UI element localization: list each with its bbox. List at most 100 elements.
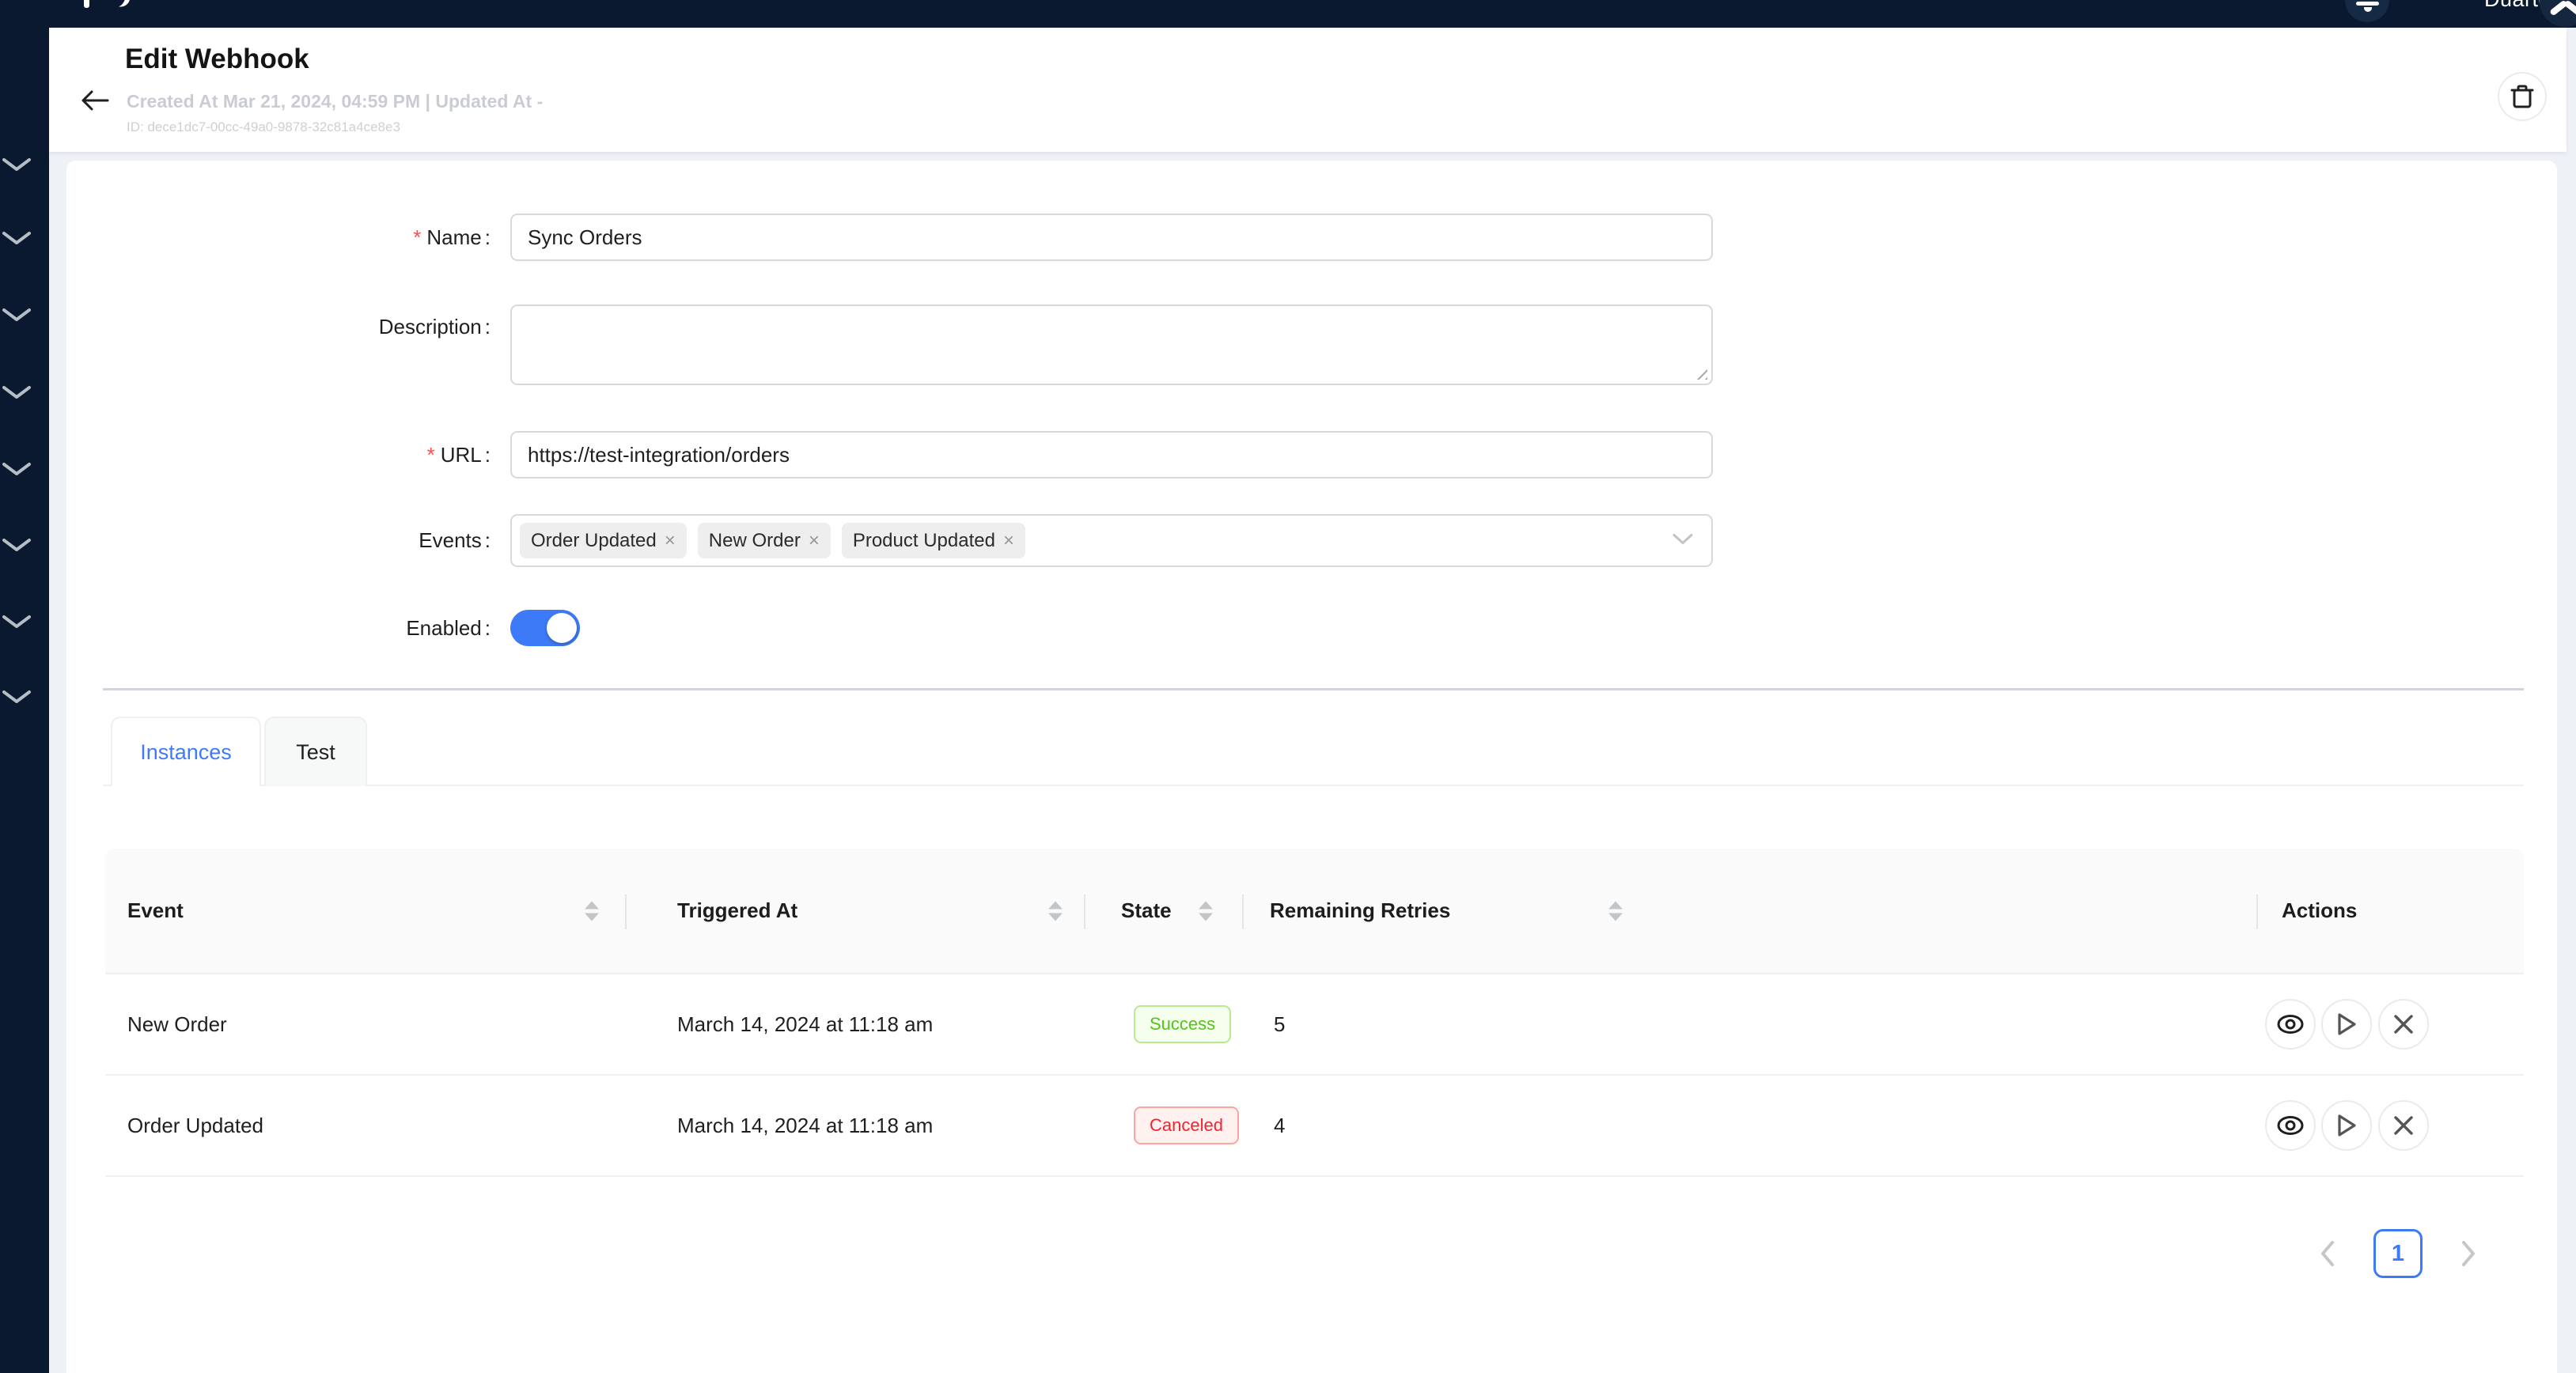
sidebar-item-chevron-down-icon[interactable] <box>2 384 32 405</box>
top-navigation-bar: Duarte <box>0 0 2576 28</box>
view-instance-button[interactable] <box>2265 999 2316 1050</box>
sidebar-item-chevron-down-icon[interactable] <box>2 229 32 251</box>
caret-down-icon <box>1048 913 1063 921</box>
enabled-label: Enabled: <box>406 616 491 640</box>
column-divider <box>625 895 627 929</box>
table-header: Event Triggered At State Remaining Retri… <box>105 849 2524 974</box>
required-mark: * <box>426 443 435 467</box>
play-icon <box>2338 1114 2356 1137</box>
bell-icon <box>2356 2 2379 6</box>
trash-icon <box>2510 85 2534 108</box>
chevron-down-icon <box>1672 532 1694 549</box>
cell-event: Order Updated <box>127 1113 263 1137</box>
section-divider <box>103 688 2524 690</box>
caret-up-icon <box>1048 901 1063 909</box>
status-badge: Success <box>1134 1005 1232 1043</box>
logo-fragment-icon <box>84 0 89 8</box>
column-header-event[interactable]: Event <box>127 898 184 922</box>
column-header-triggered-at[interactable]: Triggered At <box>677 898 798 922</box>
close-icon <box>2394 1015 2413 1034</box>
name-label: * Name: <box>413 225 491 249</box>
event-tag: Product Updated × <box>841 523 1025 558</box>
sidebar-item-chevron-down-icon[interactable] <box>2 156 32 177</box>
tab-test[interactable]: Test <box>264 717 367 786</box>
cell-remaining-retries: 5 <box>1274 1012 1286 1036</box>
delete-webhook-button[interactable] <box>2498 72 2547 121</box>
user-name[interactable]: Duarte <box>2484 0 2551 12</box>
description-label: Description: <box>378 315 491 339</box>
toggle-knob <box>547 613 577 643</box>
page-header: Edit Webhook Created At Mar 21, 2024, 04… <box>49 28 2567 152</box>
column-divider <box>1084 895 1085 929</box>
page-number-1[interactable]: 1 <box>2373 1229 2423 1278</box>
sidebar-item-chevron-down-icon[interactable] <box>2 306 32 327</box>
caret-up-icon <box>585 901 599 909</box>
created-updated-meta: Created At Mar 21, 2024, 04:59 PM | Upda… <box>127 91 544 112</box>
play-icon <box>2338 1013 2356 1035</box>
tab-instances[interactable]: Instances <box>111 717 261 786</box>
cell-state: Canceled <box>1134 1076 1239 1175</box>
webhook-detail-card: *Name: Description: *URL: Events: Order … <box>66 161 2557 1373</box>
tag-close-icon[interactable]: × <box>664 529 676 551</box>
cell-triggered-at: March 14, 2024 at 11:18 am <box>677 1012 934 1036</box>
arrow-left-icon <box>81 90 109 111</box>
caret-down-icon <box>1199 913 1213 921</box>
event-tag: New Order × <box>697 523 831 558</box>
bell-icon <box>2364 7 2372 12</box>
tab-bar: Instances Test <box>103 717 2524 786</box>
table-row: Order Updated March 14, 2024 at 11:18 am… <box>105 1076 2524 1177</box>
eye-icon <box>2277 1116 2304 1135</box>
chevron-right-icon <box>2462 1241 2475 1266</box>
enabled-toggle[interactable] <box>510 610 580 646</box>
next-page-button[interactable] <box>2453 1229 2484 1278</box>
sorter-icon[interactable] <box>1608 901 1623 921</box>
caret-up-icon <box>1199 901 1213 909</box>
column-header-state[interactable]: State <box>1121 898 1172 922</box>
retry-instance-button[interactable] <box>2321 999 2372 1050</box>
sorter-icon[interactable] <box>1048 901 1063 921</box>
tag-close-icon[interactable]: × <box>808 529 820 551</box>
sidebar-item-chevron-down-icon[interactable] <box>2 613 32 634</box>
url-input[interactable] <box>510 431 1713 478</box>
caret-down-icon <box>585 913 599 921</box>
cell-remaining-retries: 4 <box>1274 1113 1286 1137</box>
sidebar-item-chevron-down-icon[interactable] <box>2 460 32 482</box>
column-header-actions: Actions <box>2282 898 2358 922</box>
sorter-icon[interactable] <box>1199 901 1213 921</box>
pagination: 1 <box>2312 1229 2484 1278</box>
cell-event: New Order <box>127 1012 227 1036</box>
webhook-id: ID: dece1dc7-00cc-49a0-9878-32c81a4ce8e3 <box>127 119 400 134</box>
page-title: Edit Webhook <box>125 43 309 74</box>
sorter-icon[interactable] <box>585 901 599 921</box>
column-header-remaining-retries[interactable]: Remaining Retries <box>1270 898 1451 922</box>
tag-close-icon[interactable]: × <box>1002 529 1014 551</box>
back-button[interactable] <box>78 83 112 118</box>
previous-page-button[interactable] <box>2312 1229 2343 1278</box>
events-label: Events: <box>419 528 491 552</box>
column-divider <box>2256 895 2258 929</box>
eye-icon <box>2277 1015 2304 1034</box>
description-textarea[interactable] <box>510 304 1713 385</box>
caret-up-icon <box>1608 901 1623 909</box>
cell-triggered-at: March 14, 2024 at 11:18 am <box>677 1113 934 1137</box>
name-input[interactable] <box>510 214 1713 261</box>
close-icon <box>2394 1116 2413 1135</box>
person-icon <box>2563 0 2576 17</box>
avatar[interactable] <box>2540 0 2576 27</box>
logo-fragment-icon <box>116 0 131 9</box>
events-multiselect[interactable]: Order Updated × New Order × Product Upda… <box>510 514 1713 567</box>
caret-down-icon <box>1608 913 1623 921</box>
cancel-instance-button[interactable] <box>2378 1100 2429 1151</box>
instances-table: Event Triggered At State Remaining Retri… <box>105 849 2524 1177</box>
column-divider <box>1242 895 1244 929</box>
view-instance-button[interactable] <box>2265 1100 2316 1151</box>
retry-instance-button[interactable] <box>2321 1100 2372 1151</box>
sidebar-item-chevron-down-icon[interactable] <box>2 536 32 558</box>
chevron-left-icon <box>2321 1241 2334 1266</box>
table-row: New Order March 14, 2024 at 11:18 am Suc… <box>105 974 2524 1076</box>
url-label: * URL: <box>426 443 491 467</box>
cell-state: Success <box>1134 974 1232 1074</box>
sidebar-item-chevron-down-icon[interactable] <box>2 688 32 709</box>
cancel-instance-button[interactable] <box>2378 999 2429 1050</box>
required-mark: * <box>413 225 422 249</box>
